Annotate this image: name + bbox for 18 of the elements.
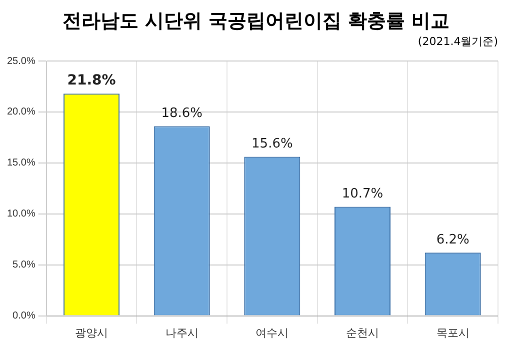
chart-title: 전라남도 시단위 국공립어린이집 확충률 비교 xyxy=(61,9,451,34)
y-tick-label: 0.0% xyxy=(12,310,36,322)
y-tick-label: 15.0% xyxy=(6,158,36,169)
x-tick-label: 나주시 xyxy=(165,327,198,340)
data-label: 18.6% xyxy=(161,106,203,122)
y-tick-label: 10.0% xyxy=(6,208,36,220)
chart-subtitle: (2021.4월기준) xyxy=(416,34,499,50)
y-tick-label: 5.0% xyxy=(12,260,36,271)
data-label: 21.8% xyxy=(67,72,116,88)
data-label: 6.2% xyxy=(436,232,470,248)
x-tick-label: 순천시 xyxy=(346,327,380,340)
x-tick-label: 여수시 xyxy=(256,327,289,340)
data-label: 10.7% xyxy=(342,186,384,202)
y-tick-label: 25.0% xyxy=(6,56,36,67)
data-label: 15.6% xyxy=(252,136,293,152)
y-tick-label: 20.0% xyxy=(6,106,36,118)
x-tick-label: 목포시 xyxy=(436,327,470,340)
x-tick-label: 광양시 xyxy=(75,327,108,340)
